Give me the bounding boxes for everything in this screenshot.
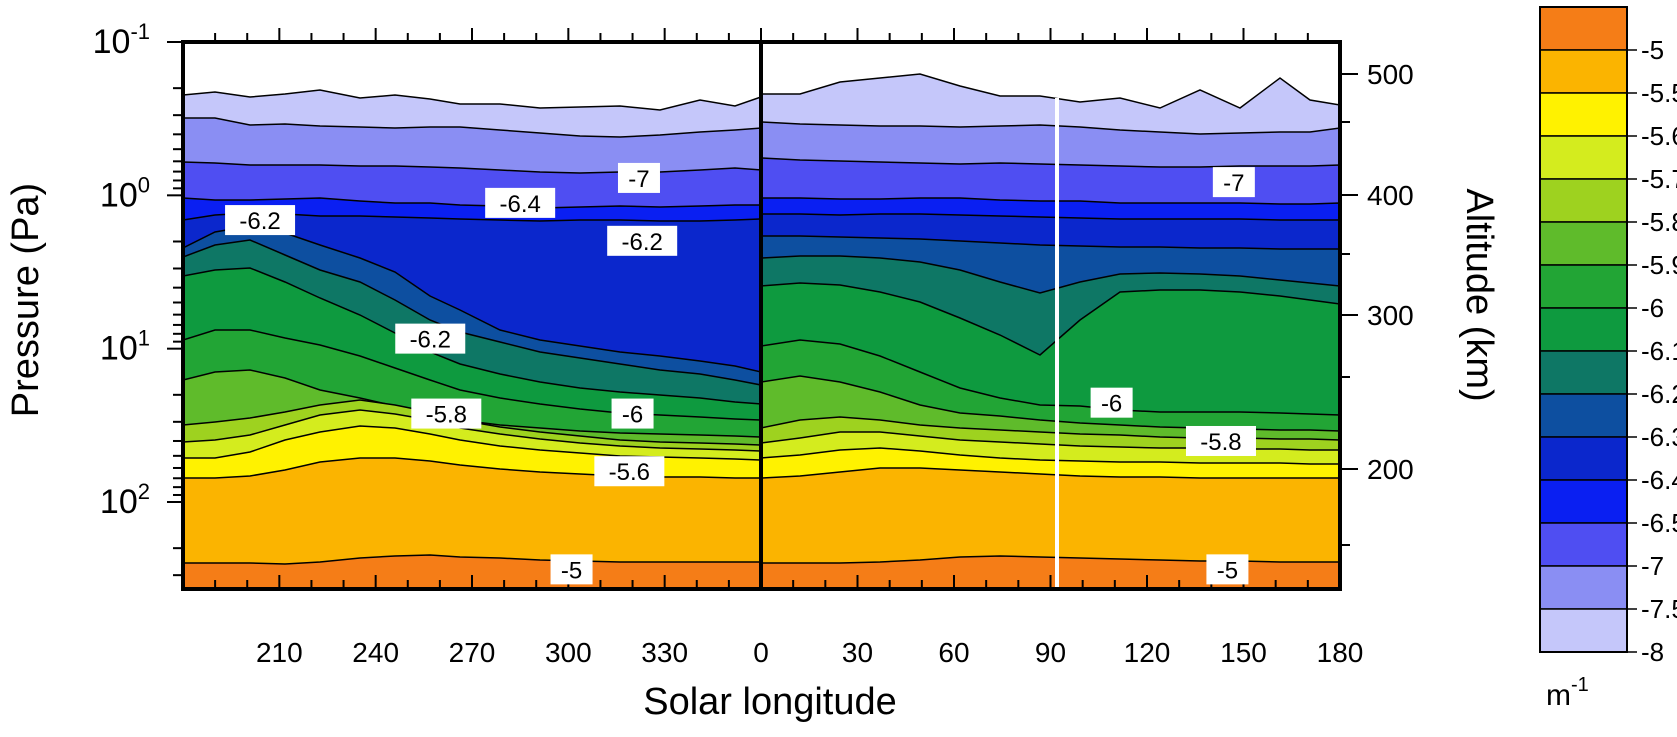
x-tick-label: 300 — [545, 637, 592, 668]
colorbar-swatch — [1539, 350, 1628, 395]
x-tick-label: 150 — [1220, 637, 1267, 668]
colorbar-swatch — [1539, 393, 1628, 438]
contour-label-box — [395, 323, 466, 354]
contour-label: -5.8 — [1200, 429, 1241, 456]
y-tick-label-right: 300 — [1367, 300, 1414, 331]
contour-label: -6 — [622, 402, 643, 429]
x-tick-label: 270 — [449, 637, 496, 668]
contour-label-box — [594, 456, 665, 487]
colorbar-label: -8 — [1641, 637, 1664, 667]
colorbar-swatch — [1539, 307, 1628, 352]
panel2-band-13 — [762, 467, 1340, 589]
y-tick-label-left: 101 — [100, 326, 150, 368]
axis-ticks — [167, 28, 1358, 589]
contour-label-box — [485, 187, 556, 218]
contour-label-box — [617, 162, 660, 193]
colorbar-label: -6 — [1641, 293, 1664, 323]
contour-label: -6.2 — [622, 229, 663, 256]
colorbar-label: -6.5 — [1641, 508, 1677, 538]
tick-labels: 210 240 270 300 330 0 30 60 90 120 150 180 10-1 100 10… — [93, 19, 1414, 668]
colorbar: -5 -5.5 -5.6 -5.7 -5.8 -5.9 -6 -6.1 -6.2 -6.3 -6.4… — [1539, 6, 1677, 667]
contour-label: -5.6 — [609, 459, 650, 486]
x-tick-label: 330 — [641, 637, 688, 668]
contour-label-box — [411, 398, 482, 429]
panel1-band-13 — [183, 457, 760, 589]
contour-label-box — [611, 398, 654, 429]
colorbar-swatch — [1539, 436, 1628, 481]
contour-label: -6.2 — [239, 208, 280, 235]
colorbar-unit: m-1 — [1546, 674, 1589, 712]
panel2-band-14 — [762, 555, 1340, 589]
y-tick-label-left: 102 — [100, 479, 150, 521]
colorbar-label: -7 — [1641, 551, 1664, 581]
x-tick-label: 120 — [1124, 637, 1171, 668]
y-tick-label-left: 100 — [100, 172, 150, 214]
contour-label-box — [1206, 554, 1249, 585]
contour-label: -6.2 — [410, 327, 451, 354]
colorbar-swatch — [1539, 49, 1628, 94]
colorbar-label: -5 — [1641, 35, 1664, 65]
y-tick-label-right: 400 — [1367, 180, 1414, 211]
contour-panel-2 — [762, 62, 1340, 589]
contour-label-box — [1090, 387, 1133, 418]
colorbar-swatch — [1539, 92, 1628, 137]
contour-label: -7 — [1223, 170, 1244, 197]
colorbar-swatch — [1539, 135, 1628, 180]
x-tick-label: 30 — [842, 637, 873, 668]
contour-label-box — [1212, 167, 1255, 198]
y-axis-title-right: Altitude (km) — [1458, 188, 1500, 401]
colorbar-label: -7.5 — [1641, 594, 1677, 624]
contour-label: -5 — [1217, 557, 1238, 584]
y-tick-label-right: 500 — [1367, 59, 1414, 90]
contour-label-box — [607, 225, 678, 256]
colorbar-label: -5.8 — [1641, 207, 1677, 237]
contour-label-box — [550, 554, 593, 585]
colorbar-swatch — [1539, 178, 1628, 223]
y-axis-title-left: Pressure (Pa) — [5, 183, 47, 417]
colorbar-swatch — [1539, 6, 1628, 51]
contour-label: -6 — [1101, 391, 1122, 418]
x-tick-label: 210 — [256, 637, 303, 668]
contour-label: -5 — [561, 557, 582, 584]
x-axis-title: Solar longitude — [643, 681, 897, 723]
colorbar-swatch — [1539, 479, 1628, 524]
colorbar-swatch — [1539, 221, 1628, 266]
y-tick-label-left: 10-1 — [93, 19, 150, 61]
colorbar-label: -6.2 — [1641, 379, 1677, 409]
colorbar-label: -5.5 — [1641, 78, 1677, 108]
y-tick-label-right: 200 — [1367, 454, 1414, 485]
contour-label-box — [1185, 425, 1256, 456]
colorbar-swatch — [1539, 264, 1628, 309]
colorbar-label: -5.7 — [1641, 164, 1677, 194]
colorbar-swatch — [1539, 522, 1628, 567]
contour-label: -5.8 — [426, 402, 467, 429]
contour-label-box — [225, 205, 296, 236]
x-tick-label: 180 — [1317, 637, 1364, 668]
colorbar-label: -6.1 — [1641, 336, 1677, 366]
colorbar-swatch — [1539, 565, 1628, 610]
contour-panel-1 — [183, 62, 760, 589]
x-tick-label: 0 — [753, 637, 769, 668]
x-tick-label: 60 — [938, 637, 969, 668]
colorbar-swatch — [1539, 608, 1628, 653]
x-tick-label: 90 — [1035, 637, 1066, 668]
contour-labels: -7 -6.4 -6.2 -6.2 -6.2 -5.8 -6 -5.6 -5 -7 -6 -5.8 -5 — [225, 162, 1256, 585]
colorbar-frame — [1539, 6, 1628, 653]
colorbar-label: -6.3 — [1641, 422, 1677, 452]
colorbar-label: -6.4 — [1641, 465, 1677, 495]
contour-label: -7 — [628, 166, 649, 193]
contour-label: -6.4 — [499, 191, 540, 218]
colorbar-label: -5.9 — [1641, 250, 1677, 280]
panel1-band-14 — [183, 554, 760, 589]
colorbar-label: -5.6 — [1641, 121, 1677, 151]
x-tick-label: 240 — [352, 637, 399, 668]
